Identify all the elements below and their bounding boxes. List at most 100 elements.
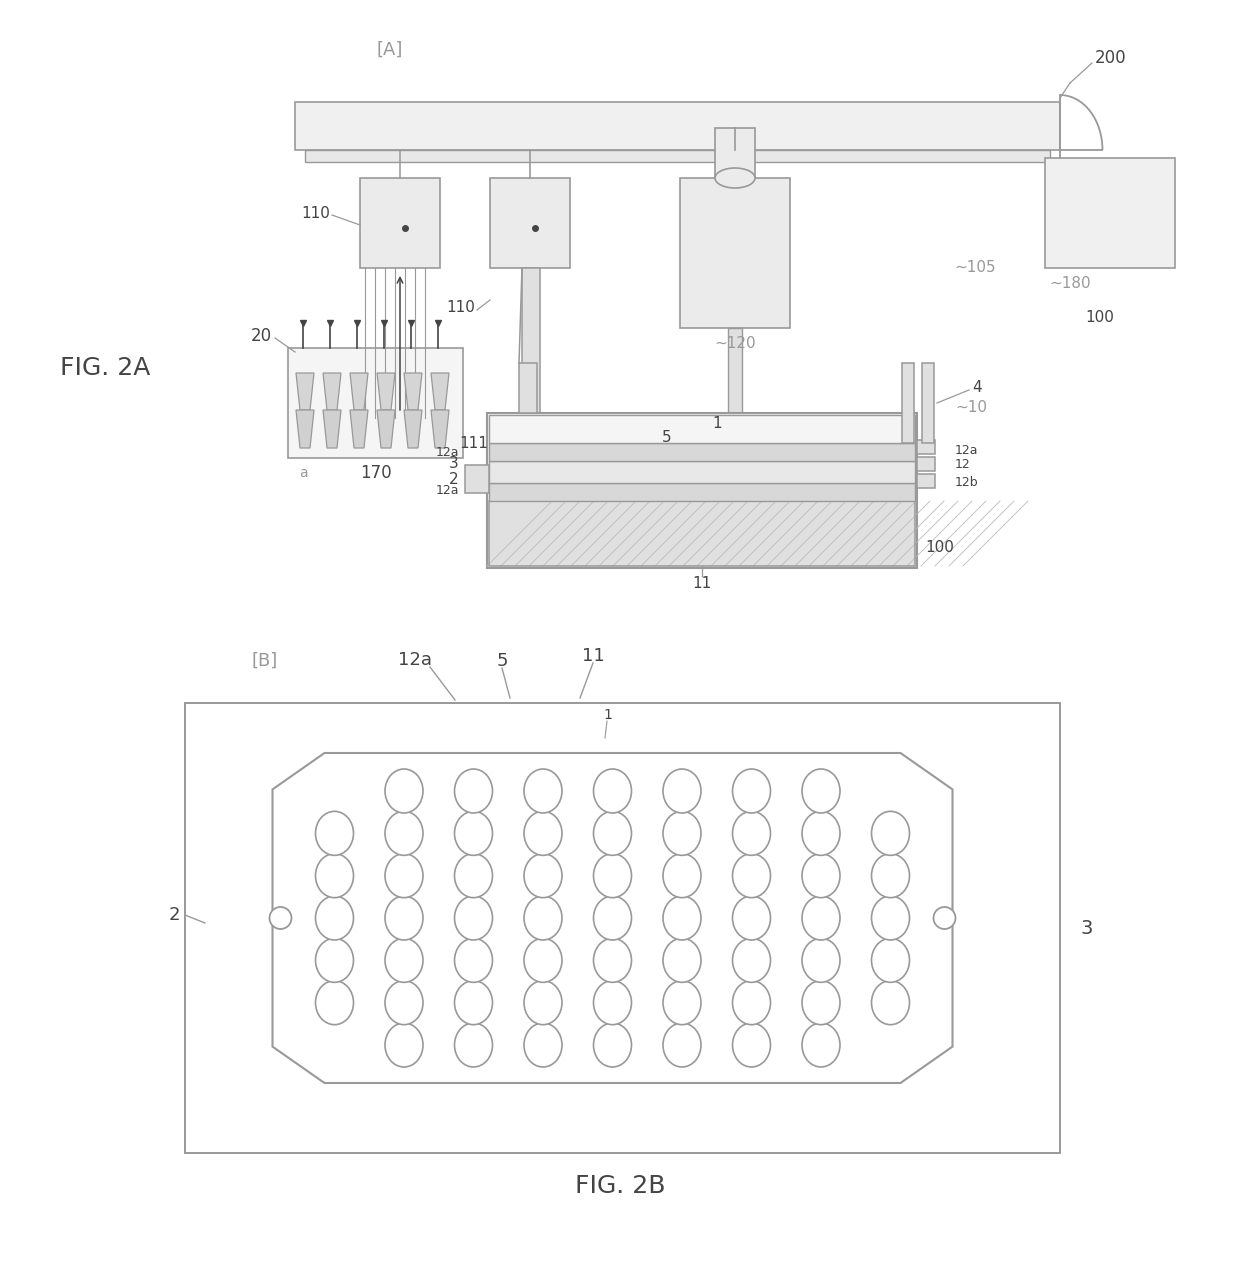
Polygon shape: [432, 373, 449, 410]
Ellipse shape: [455, 769, 492, 813]
Bar: [295, 102, 1060, 150]
Ellipse shape: [269, 907, 291, 929]
Bar: [489, 415, 915, 443]
Bar: [360, 178, 440, 268]
Text: 170: 170: [360, 464, 392, 482]
Ellipse shape: [663, 1022, 701, 1067]
Text: 12a: 12a: [955, 443, 978, 456]
Text: FIG. 2B: FIG. 2B: [575, 1174, 665, 1197]
Text: 2: 2: [449, 472, 459, 487]
Polygon shape: [377, 373, 396, 410]
Text: 1: 1: [712, 415, 722, 431]
Ellipse shape: [802, 854, 839, 897]
Ellipse shape: [872, 938, 909, 983]
Ellipse shape: [802, 980, 839, 1025]
Ellipse shape: [872, 812, 909, 855]
Ellipse shape: [733, 938, 770, 983]
Text: 12b: 12b: [955, 475, 978, 488]
Ellipse shape: [455, 980, 492, 1025]
Ellipse shape: [594, 769, 631, 813]
Bar: [918, 458, 935, 472]
Text: 111: 111: [459, 436, 489, 451]
Ellipse shape: [594, 938, 631, 983]
Bar: [490, 178, 570, 268]
Ellipse shape: [733, 812, 770, 855]
Ellipse shape: [802, 1022, 839, 1067]
Text: 110: 110: [446, 300, 475, 316]
Ellipse shape: [663, 769, 701, 813]
Polygon shape: [404, 373, 422, 410]
Text: 200: 200: [1095, 49, 1127, 66]
Bar: [185, 703, 1060, 1153]
Bar: [520, 363, 537, 413]
Ellipse shape: [455, 896, 492, 941]
Polygon shape: [350, 373, 368, 410]
Text: 5: 5: [496, 652, 507, 670]
Ellipse shape: [525, 980, 562, 1025]
Bar: [489, 483, 915, 501]
Text: ~105: ~105: [955, 261, 996, 276]
Ellipse shape: [802, 769, 839, 813]
Polygon shape: [296, 373, 314, 410]
Ellipse shape: [384, 1022, 423, 1067]
Bar: [487, 413, 918, 567]
Ellipse shape: [934, 907, 956, 929]
Ellipse shape: [594, 854, 631, 897]
Text: 11: 11: [692, 575, 712, 590]
Ellipse shape: [802, 938, 839, 983]
Ellipse shape: [315, 854, 353, 897]
Ellipse shape: [802, 896, 839, 941]
Ellipse shape: [455, 1022, 492, 1067]
Ellipse shape: [525, 812, 562, 855]
Ellipse shape: [663, 980, 701, 1025]
Ellipse shape: [525, 938, 562, 983]
Text: 1: 1: [604, 708, 613, 722]
Ellipse shape: [384, 896, 423, 941]
Text: 11: 11: [582, 647, 604, 665]
Ellipse shape: [594, 980, 631, 1025]
Text: [B]: [B]: [252, 652, 278, 670]
Ellipse shape: [384, 938, 423, 983]
Ellipse shape: [733, 980, 770, 1025]
Text: 5: 5: [662, 431, 672, 446]
Bar: [728, 328, 742, 488]
Ellipse shape: [594, 812, 631, 855]
Ellipse shape: [872, 980, 909, 1025]
Polygon shape: [296, 410, 314, 449]
Ellipse shape: [872, 854, 909, 897]
Bar: [680, 178, 790, 328]
Text: 12a: 12a: [435, 446, 459, 460]
Bar: [715, 128, 755, 178]
Ellipse shape: [384, 769, 423, 813]
Ellipse shape: [663, 812, 701, 855]
Polygon shape: [377, 410, 396, 449]
Ellipse shape: [733, 769, 770, 813]
Ellipse shape: [315, 896, 353, 941]
Ellipse shape: [315, 980, 353, 1025]
Ellipse shape: [525, 769, 562, 813]
Text: [A]: [A]: [377, 41, 403, 59]
Text: FIG. 2A: FIG. 2A: [60, 357, 150, 380]
Ellipse shape: [663, 938, 701, 983]
Polygon shape: [322, 410, 341, 449]
Polygon shape: [273, 753, 952, 1082]
Text: 4: 4: [972, 381, 982, 395]
Bar: [465, 465, 489, 493]
Ellipse shape: [384, 980, 423, 1025]
Text: ~120: ~120: [714, 336, 756, 350]
Polygon shape: [432, 410, 449, 449]
Text: 20: 20: [250, 327, 272, 345]
Ellipse shape: [455, 812, 492, 855]
Ellipse shape: [455, 854, 492, 897]
Polygon shape: [404, 410, 422, 449]
Bar: [901, 363, 914, 443]
Bar: [918, 474, 935, 488]
Ellipse shape: [525, 854, 562, 897]
Ellipse shape: [594, 896, 631, 941]
Ellipse shape: [384, 812, 423, 855]
Text: ~180: ~180: [1049, 276, 1091, 290]
Bar: [305, 150, 1050, 162]
Bar: [288, 348, 463, 458]
Ellipse shape: [733, 854, 770, 897]
Bar: [923, 363, 934, 443]
